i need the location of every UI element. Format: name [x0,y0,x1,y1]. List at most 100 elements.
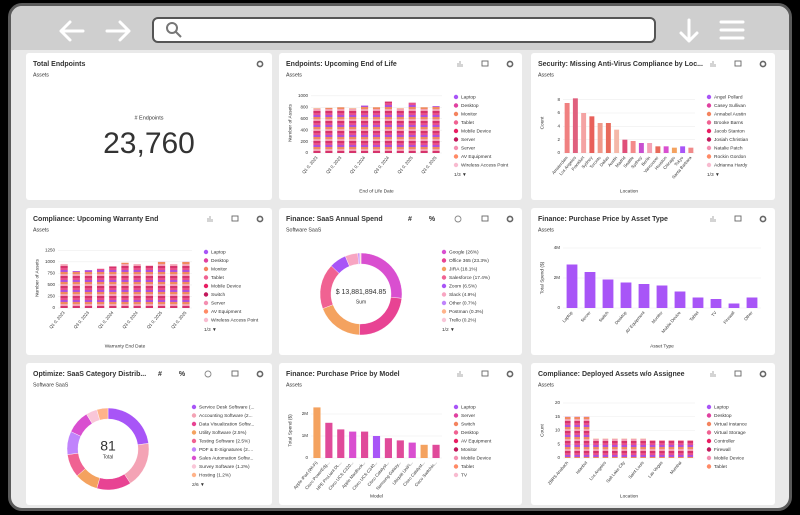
y-tick-label: 2 [557,137,560,142]
bar [612,438,618,458]
table-icon[interactable] [231,215,239,222]
settings-icon[interactable] [256,370,264,378]
bar [602,438,609,458]
bar [313,108,321,153]
refresh-icon[interactable] [204,370,212,378]
legend-swatch [191,464,197,469]
legend-swatch [453,128,459,134]
table-icon[interactable] [481,60,489,67]
tool-icon[interactable]: # [158,371,162,378]
table-icon[interactable] [481,370,489,377]
x-tick-label: Q3 0, 2024 [121,310,139,330]
y-tick-label: 1250 [45,247,56,252]
table-icon[interactable] [734,60,742,67]
widget: Optimize: SaaS Category Distrib... Softwa… [33,370,264,491]
widget-card: Endpoints: Upcoming End of Life Assets 0 20… [279,53,522,200]
legend-label: AV Equipment [461,438,492,444]
legend-swatch [453,472,459,478]
forward-button[interactable] [105,20,131,42]
legend-label: Sales Automation Softw... [199,455,253,461]
chart-icon[interactable] [710,371,716,377]
bar [408,442,416,458]
x-tick-label: Q3 0, 2025 [420,155,438,175]
table-icon[interactable] [481,215,489,222]
settings-icon[interactable] [506,215,514,223]
settings-icon[interactable] [759,60,767,68]
kpi-value: 23,760 [103,127,195,160]
legend-label: Desktop [461,430,479,436]
legend-pager: 2/6 ▼ [192,482,205,488]
bar [361,431,369,458]
legend-swatch [706,103,712,108]
settings-icon[interactable] [256,215,264,223]
widget: Finance: Purchase Price by Asset Type Ass… [538,215,767,349]
bar [583,416,590,458]
bar [325,107,333,153]
legend-label: Tablet [461,464,474,470]
chart-icon[interactable] [207,216,213,222]
widget-subtitle: Assets [33,72,49,78]
bar [640,438,646,458]
x-axis-label: Warranty End Date [105,343,146,349]
legend-label: Controller [714,438,735,444]
bar [659,440,665,458]
bar [589,116,595,153]
legend-swatch [441,258,447,263]
tool-icon[interactable]: % [179,371,186,378]
legend-label: Desktop [461,103,479,109]
bar [408,102,416,153]
chart-icon[interactable] [710,61,716,67]
bar [678,440,684,458]
widget-title: Endpoints: Upcoming End of Life [286,61,397,68]
table-icon[interactable] [734,370,742,377]
legend-label: Desktop [714,413,732,419]
x-tick-label: Firewall [722,310,735,325]
x-tick-label: Tokyo [673,155,684,167]
bar [630,141,636,153]
donut-segment [96,473,131,491]
settings-icon[interactable] [759,215,767,223]
donut-segment [319,265,340,309]
refresh-icon[interactable] [454,215,462,223]
x-tick-label: Desktop [614,310,628,326]
table-icon[interactable] [231,370,239,377]
chart-icon[interactable] [457,371,463,377]
bar [572,98,578,153]
x-tick-label: ZBRS Ansbach [547,460,570,486]
chart-icon[interactable] [710,216,716,222]
bar [121,262,129,308]
widget-card: Optimize: SaaS Category Distrib... Softwa… [26,363,272,505]
table-icon[interactable] [734,215,742,222]
menu-button[interactable] [719,20,745,40]
download-button[interactable] [679,18,699,43]
settings-icon[interactable] [256,60,264,68]
y-tick-label: 800 [300,104,308,109]
chart-icon[interactable] [457,61,463,67]
legend-label: Service Desk Software (... [199,404,254,410]
search-box[interactable] [152,17,656,43]
bar [605,123,611,153]
legend-swatch [706,447,712,452]
y-tick-label: 6 [557,110,560,115]
settings-icon[interactable] [506,370,514,378]
legend-label: Wireless Access Point [211,317,259,323]
settings-icon[interactable] [506,60,514,68]
bar [574,416,580,458]
widget-subtitle: Assets [286,72,302,78]
legend-label: Testing Software (2.5%) [199,438,250,444]
back-button[interactable] [59,20,85,42]
bar [638,284,650,308]
legend-label: Switch [461,421,475,427]
x-tick-label: Mobile Device [660,310,682,334]
y-tick-label: 0 [557,305,560,310]
legend-swatch [706,421,712,427]
bar [680,146,686,153]
widget-title: Security: Missing Anti-Virus Compliance … [538,61,703,68]
tool-icon[interactable]: % [429,216,436,223]
legend-label: AV Equipment [461,154,492,160]
bar [649,440,656,458]
x-tick-label: Q1 0, 2024 [349,155,367,175]
tool-icon[interactable]: # [408,216,412,223]
legend-label: Survey Software (1.2%) [199,464,250,470]
settings-icon[interactable] [759,370,767,378]
